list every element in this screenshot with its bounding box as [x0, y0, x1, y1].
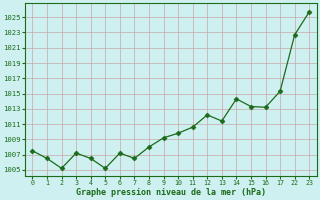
X-axis label: Graphe pression niveau de la mer (hPa): Graphe pression niveau de la mer (hPa) [76, 188, 266, 197]
